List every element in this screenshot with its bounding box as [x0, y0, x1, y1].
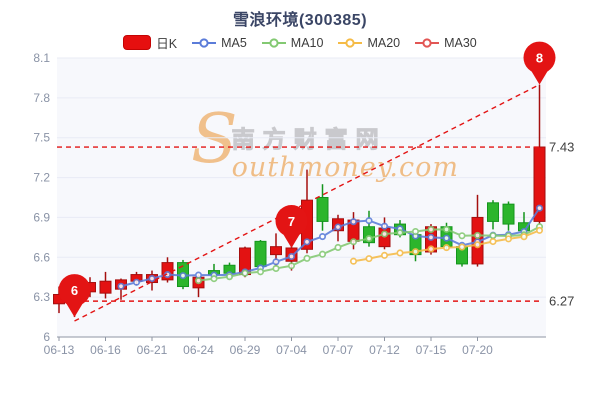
candle-body [254, 240, 267, 268]
y-axis-label: 6.9 [33, 210, 50, 224]
candle-body [502, 203, 515, 225]
ma5-swatch-icon [192, 37, 217, 48]
price-ref-label: 6.27 [549, 294, 574, 309]
legend-item-ma5[interactable]: MA5 [192, 36, 247, 50]
x-axis-label: 07-07 [323, 343, 354, 357]
candle-body [533, 146, 546, 222]
legend-item-ma20[interactable]: MA20 [338, 36, 400, 50]
x-axis-label: 07-04 [276, 343, 307, 357]
legend-item-ma30[interactable]: MA30 [415, 36, 477, 50]
marker-balloon-7: 7 [275, 204, 308, 248]
marker-number: 6 [71, 283, 78, 298]
y-axis-label: 6.3 [33, 290, 50, 304]
legend-item-ma10[interactable]: MA10 [261, 35, 324, 50]
ma10-swatch-icon [261, 37, 286, 48]
x-axis-label: 06-29 [230, 343, 261, 357]
y-axis-label: 8.1 [33, 51, 50, 65]
markers-layer: 6 7 8 [58, 41, 556, 318]
ma30-swatch-icon [415, 37, 440, 48]
y-axis-label: 7.2 [33, 171, 50, 185]
trend-line [74, 83, 540, 322]
price-ref-label: 7.43 [549, 140, 574, 155]
dayk-swatch-icon [123, 35, 152, 50]
x-axis-label: 06-16 [90, 343, 121, 357]
ma-lines-layer [117, 204, 544, 290]
legend: 日K MA5 MA10 MA20 MA30 [0, 33, 600, 52]
ma20-swatch-icon [338, 37, 363, 48]
x-axis-label: 07-12 [369, 343, 400, 357]
legend-label-ma20: MA20 [367, 35, 401, 50]
y-axis-label: 6.6 [33, 250, 50, 264]
y-axis-label: 7.5 [33, 131, 50, 145]
x-axis-label: 06-13 [44, 343, 75, 357]
candle-body [363, 226, 375, 244]
page-title: 雪浪环境(300385) [232, 12, 368, 29]
candle-body [316, 197, 329, 222]
candle-body [270, 246, 282, 256]
x-axis-label: 07-15 [416, 343, 447, 357]
ma-line-ma10 [194, 223, 544, 285]
legend-item-dayk[interactable]: 日K [123, 33, 177, 52]
reference-lines: 7.43 6.27 [57, 83, 574, 322]
legend-label-ma30: MA30 [444, 35, 477, 50]
marker-number: 8 [536, 51, 543, 66]
y-axis-label: 6 [43, 330, 50, 344]
candle-body [99, 280, 112, 294]
legend-label-ma10: MA10 [290, 35, 324, 50]
marker-number: 7 [288, 214, 295, 229]
x-axis-label: 06-24 [183, 343, 214, 357]
legend-label-ma5: MA5 [221, 35, 247, 50]
marker-balloon-6: 6 [58, 274, 91, 318]
x-axis-label: 07-20 [462, 343, 493, 357]
legend-label-dayk: 日K [156, 37, 178, 51]
candle-body [487, 202, 499, 222]
x-axis-label: 06-21 [137, 343, 168, 357]
y-axis-label: 7.8 [33, 91, 50, 105]
plot-background [57, 58, 546, 337]
ma-line-ma20 [349, 226, 544, 265]
marker-balloon-8: 8 [523, 41, 556, 85]
